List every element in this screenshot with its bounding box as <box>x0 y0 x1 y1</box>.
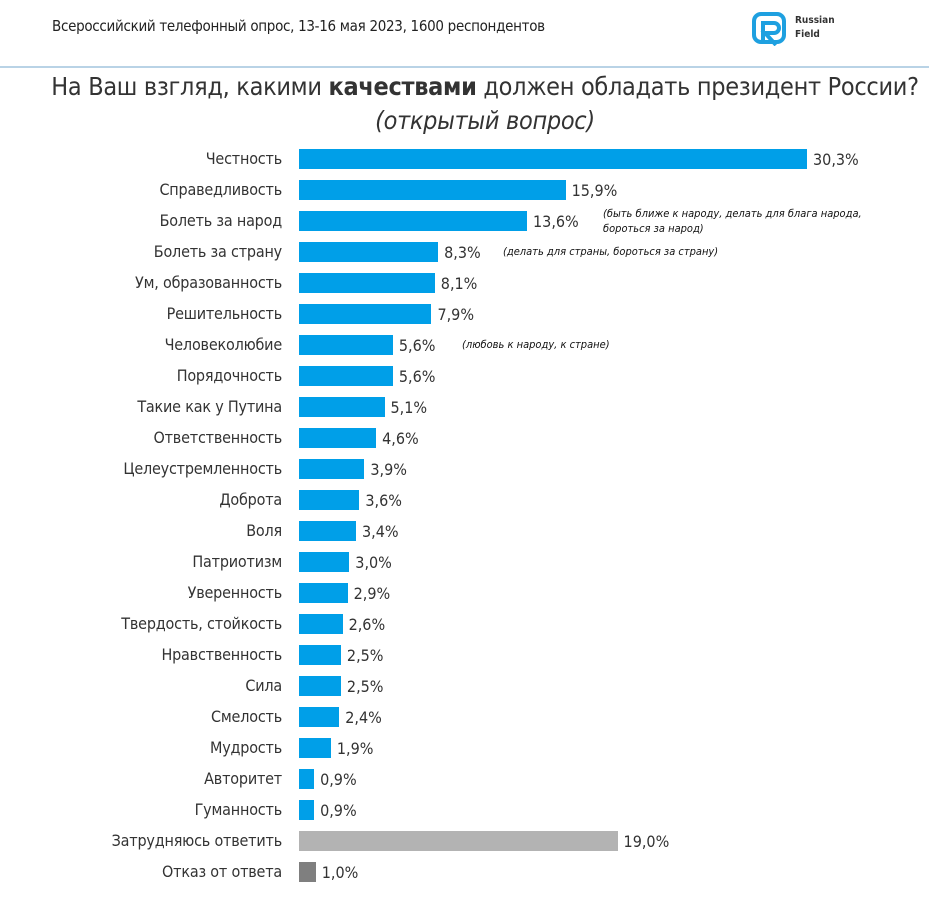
category-label: Гуманность <box>194 800 283 819</box>
value-label: 2,6% <box>348 615 386 634</box>
category-label: Твердость, стойкость <box>121 614 282 633</box>
value-label: 2,5% <box>346 677 384 696</box>
category-label: Сила <box>245 676 282 695</box>
logo-text: Russian Field <box>795 14 835 42</box>
bar <box>299 676 341 696</box>
value-label: 0,9% <box>320 801 357 820</box>
value-label: 3,4% <box>362 522 399 541</box>
category-label: Мудрость <box>209 738 282 757</box>
bar <box>299 614 343 634</box>
value-label: 8,3% <box>444 243 481 262</box>
category-label: Нравственность <box>161 645 282 664</box>
chart-title: На Ваш взгляд, какими качествами должен … <box>40 70 929 138</box>
bar <box>299 397 385 417</box>
category-label: Доброта <box>219 490 282 509</box>
bar <box>299 428 377 448</box>
bar <box>299 831 618 851</box>
bar <box>299 304 432 324</box>
title-bold: качествами <box>328 72 477 101</box>
value-label: 2,5% <box>346 646 384 665</box>
category-label: Авторитет <box>204 769 282 788</box>
category-label: Человеколюбие <box>164 335 283 354</box>
bar <box>299 583 348 603</box>
logo-line2: Field <box>795 29 820 40</box>
bar <box>299 273 435 293</box>
title-part: должен обладать президент России? <box>476 72 919 101</box>
annotation: (делать для страны, бороться за страну) <box>503 245 719 258</box>
header-divider <box>0 66 929 68</box>
bar <box>299 552 350 572</box>
bar <box>299 366 393 386</box>
bar <box>299 521 356 541</box>
bar <box>299 800 315 820</box>
value-label: 8,1% <box>440 274 478 293</box>
category-label: Такие как у Путина <box>137 397 282 416</box>
bar <box>299 211 527 231</box>
bar <box>299 180 566 200</box>
value-label: 2,4% <box>345 708 382 727</box>
value-label: 19,0% <box>623 832 670 851</box>
value-label: 5,6% <box>398 336 436 355</box>
category-label: Уверенность <box>187 583 283 602</box>
category-label: Ответственность <box>153 428 283 447</box>
bar <box>299 242 439 262</box>
bar <box>299 769 315 789</box>
category-label: Решительность <box>166 304 283 323</box>
category-label: Болеть за страну <box>153 242 282 261</box>
category-label: Смелость <box>211 707 282 726</box>
bar <box>299 707 340 727</box>
value-label: 30,3% <box>813 150 859 169</box>
value-label: 3,0% <box>355 553 392 572</box>
value-label: 1,0% <box>321 863 359 882</box>
category-label: Воля <box>246 521 282 540</box>
survey-subtitle: Всероссийский телефонный опрос, 13-16 ма… <box>52 17 545 35</box>
value-label: 3,9% <box>370 460 407 479</box>
category-label: Порядочность <box>176 366 282 385</box>
title-italic: (открытый вопрос) <box>375 106 595 135</box>
category-label: Ум, образованность <box>135 273 282 292</box>
bar <box>299 335 393 355</box>
value-label: 5,1% <box>390 398 428 417</box>
category-label: Справедливость <box>159 180 282 199</box>
bar <box>299 149 807 169</box>
value-label: 2,9% <box>353 584 391 603</box>
annotation: (любовь к народу, к стране) <box>462 338 610 351</box>
value-label: 0,9% <box>320 770 357 789</box>
bar <box>299 459 365 479</box>
category-label: Болеть за народ <box>159 211 283 230</box>
russian-field-logo-icon <box>752 12 786 46</box>
bar <box>299 862 316 882</box>
value-label: 13,6% <box>533 212 579 231</box>
annotation: (быть ближе к народу, делать для блага н… <box>603 207 862 235</box>
bar <box>299 490 360 510</box>
bar <box>299 738 331 758</box>
value-label: 3,6% <box>365 491 402 510</box>
value-label: 4,6% <box>382 429 419 448</box>
value-label: 15,9% <box>571 181 618 200</box>
value-label: 1,9% <box>336 739 374 758</box>
category-label: Целеустремленность <box>123 459 282 478</box>
title-part: На Ваш взгляд, какими <box>51 72 329 101</box>
category-label: Затрудняюсь ответить <box>111 831 283 850</box>
category-label: Патриотизм <box>192 552 282 571</box>
category-label: Честность <box>205 149 282 168</box>
value-label: 7,9% <box>437 305 474 324</box>
value-label: 5,6% <box>398 367 436 386</box>
logo-line1: Russian <box>795 15 835 26</box>
bar <box>299 645 341 665</box>
category-label: Отказ от ответа <box>162 862 282 881</box>
